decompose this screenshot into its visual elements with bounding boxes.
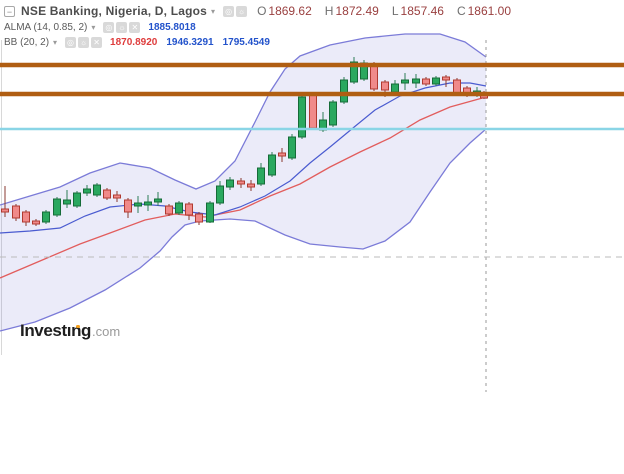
candle-up	[93, 184, 101, 196]
chevron-down-icon[interactable]: ▾	[91, 22, 96, 32]
candle-up	[350, 61, 358, 83]
indicator-row-alma: ALMA (14, 0.85, 2) ▾ ◎ ☼ ✕ 1885.8018	[4, 20, 511, 34]
candle-down	[381, 81, 389, 91]
low-value: 1857.46	[400, 4, 444, 18]
candle-down	[442, 76, 450, 81]
close-value: 1861.00	[467, 4, 511, 18]
close-label: C	[456, 4, 466, 18]
candle-up	[73, 192, 81, 207]
high-readout: H 1872.49	[325, 4, 379, 18]
candle-up	[401, 79, 409, 84]
candle-down	[453, 79, 461, 94]
candle-down	[124, 199, 132, 213]
logo-orange-dot	[76, 324, 80, 328]
alma-indicator-label[interactable]: ALMA (14, 0.85, 2)	[4, 21, 88, 33]
bb-lower-band-line	[0, 128, 487, 332]
open-label: O	[257, 4, 267, 18]
symbol-title[interactable]: NSE Banking, Nigeria, D, Lagos	[21, 4, 208, 18]
alma-toolbar: ◎ ☼ ✕	[103, 21, 141, 33]
candle-down	[247, 183, 255, 188]
eye-icon[interactable]: ◎	[65, 36, 77, 48]
candle-up	[42, 211, 50, 223]
chevron-down-icon[interactable]: ▾	[211, 6, 216, 16]
gear-icon[interactable]: ☼	[236, 5, 248, 17]
close-icon[interactable]: ✕	[91, 36, 103, 48]
gear-icon[interactable]: ☼	[116, 21, 128, 33]
candle-up	[226, 179, 234, 188]
candle-up	[288, 136, 296, 159]
candle-down	[103, 189, 111, 199]
high-value: 1872.49	[335, 4, 379, 18]
eye-icon[interactable]: ◎	[103, 21, 115, 33]
open-readout: O 1869.62	[257, 4, 312, 18]
candle-up	[298, 96, 306, 138]
candle-up	[257, 167, 265, 185]
candle-down	[309, 94, 317, 129]
candlestick-series	[1, 57, 488, 226]
ohlc-readout: O 1869.62 H 1872.49 L 1857.46 C 1861.00	[257, 4, 511, 18]
bb-indicator-label[interactable]: BB (20, 2)	[4, 36, 50, 48]
low-label: L	[391, 4, 399, 18]
chart-legend: − NSE Banking, Nigeria, D, Lagos ▾ ◎ ☼ O…	[4, 3, 511, 49]
bb-toolbar: ◎ ☼ ✕	[65, 36, 103, 48]
indicator-row-bb: BB (20, 2) ▾ ◎ ☼ ✕ 1870.8920 1946.3291 1…	[4, 35, 511, 49]
alma-line	[0, 82, 487, 234]
collapse-icon[interactable]: −	[4, 5, 15, 17]
symbol-toolbar: ◎ ☼	[223, 5, 248, 17]
candle-down	[422, 78, 430, 85]
open-value: 1869.62	[268, 4, 312, 18]
gear-icon[interactable]: ☼	[78, 36, 90, 48]
candle-down	[165, 205, 173, 215]
bb-lower-value: 1795.4549	[222, 36, 270, 48]
candle-up	[391, 83, 399, 93]
candle-down	[12, 205, 20, 219]
bb-upper-value: 1946.3291	[166, 36, 214, 48]
candle-up	[154, 198, 162, 203]
candle-up	[134, 202, 142, 207]
candle-up	[412, 78, 420, 84]
close-icon[interactable]: ✕	[129, 21, 141, 33]
candle-up	[83, 188, 91, 194]
investing-logo: Investı ng .com	[20, 321, 120, 341]
alma-value: 1885.8018	[148, 21, 196, 33]
bb-basis-value: 1870.8920	[110, 36, 158, 48]
close-readout: C 1861.00	[457, 4, 511, 18]
candle-up	[206, 202, 214, 223]
candle-down	[32, 220, 40, 225]
logo-suffix: .com	[92, 324, 121, 339]
candle-down	[370, 63, 378, 90]
candle-up	[268, 154, 276, 176]
candle-up	[340, 79, 348, 103]
candle-up	[329, 101, 337, 126]
bb-upper-band-line	[0, 33, 487, 206]
high-label: H	[324, 4, 334, 18]
candle-down	[22, 211, 30, 223]
candle-up	[144, 201, 152, 206]
candle-down	[1, 208, 9, 213]
chevron-down-icon[interactable]: ▾	[53, 37, 58, 47]
candle-down	[278, 152, 286, 157]
eye-icon[interactable]: ◎	[223, 5, 235, 17]
candle-down	[237, 180, 245, 185]
candle-up	[216, 185, 224, 204]
candle-down	[185, 203, 193, 216]
investing-wordmark: Investı ng	[20, 321, 92, 340]
low-readout: L 1857.46	[392, 4, 444, 18]
candle-up	[63, 199, 71, 205]
candle-up	[175, 202, 183, 214]
candle-down	[113, 194, 121, 199]
candle-up	[53, 198, 61, 216]
candle-down	[195, 213, 203, 223]
candle-up	[432, 77, 440, 85]
symbol-row: − NSE Banking, Nigeria, D, Lagos ▾ ◎ ☼ O…	[4, 3, 511, 19]
